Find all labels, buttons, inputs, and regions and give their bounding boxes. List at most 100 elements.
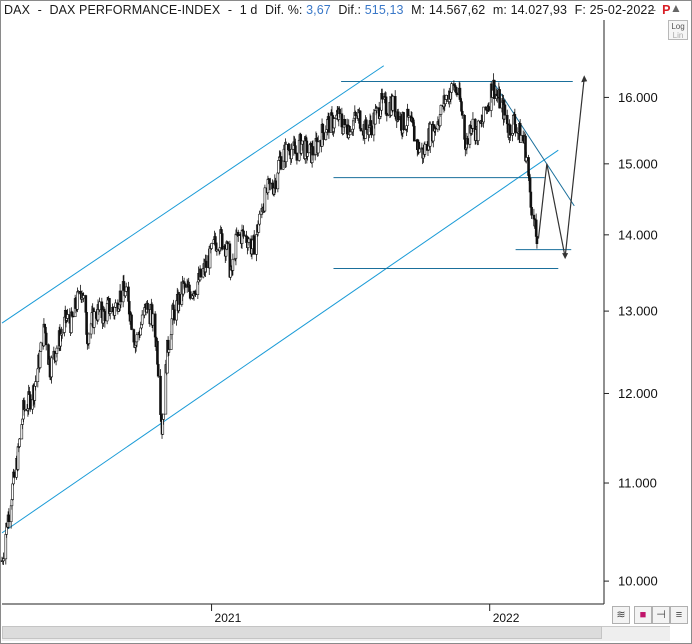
candle-body — [450, 83, 453, 93]
min-value: 14.027,93 — [510, 3, 568, 17]
downtrend-line — [492, 81, 575, 207]
candle-body — [172, 309, 176, 321]
candle-body — [332, 118, 336, 129]
candle-body — [503, 104, 507, 116]
candle-body — [44, 332, 48, 346]
candle-body — [322, 132, 325, 140]
candle-body — [119, 290, 123, 303]
minimize-icon[interactable]: − — [648, 2, 657, 18]
candle-body — [92, 311, 96, 328]
candle-body — [508, 124, 512, 136]
candle-body — [252, 235, 256, 255]
wave-icon[interactable]: ≋ — [612, 606, 630, 624]
candle-body — [98, 301, 101, 311]
candle-body — [127, 301, 131, 315]
log-scale-toggle[interactable]: Log Lin — [668, 20, 688, 40]
candle-body — [226, 241, 229, 245]
candle-body — [396, 111, 400, 121]
candle-body — [124, 286, 128, 292]
candle-body — [370, 125, 373, 136]
candle-body — [354, 111, 357, 117]
menu-icon[interactable]: ≡ — [670, 606, 688, 624]
symbol-label: DAX — [4, 3, 31, 17]
dif-pct-value: 3,67 — [306, 3, 331, 17]
candle-body — [316, 141, 320, 154]
dif-value: 515,13 — [364, 3, 404, 17]
separator: - — [37, 3, 42, 17]
candle-body — [391, 96, 395, 111]
candle-body — [498, 89, 501, 109]
candle-body — [82, 295, 85, 299]
chart-header: DAX - DAX PERFORMANCE-INDEX - 1 d Dif. %… — [4, 3, 671, 19]
candle-body — [375, 107, 379, 109]
candle-body — [487, 106, 491, 111]
candle-body — [127, 286, 130, 302]
candle-body — [236, 231, 240, 236]
candle-body — [327, 116, 331, 133]
candle-body — [194, 293, 197, 295]
pin-icon[interactable]: ⊣ — [652, 606, 670, 624]
candle-body — [60, 332, 64, 335]
candle-body — [130, 314, 133, 330]
y-tick-label: 13.000 — [618, 304, 658, 319]
candle-body — [156, 363, 160, 377]
date-label: F: — [574, 3, 586, 17]
candle-body — [167, 349, 171, 353]
candle-body — [183, 283, 187, 288]
candle-body — [359, 128, 363, 132]
price-flag: P — [662, 3, 671, 17]
candle-body — [4, 534, 8, 560]
y-tick-label: 12.000 — [618, 386, 658, 401]
lin-label: Lin — [672, 31, 684, 40]
candle-body — [146, 302, 149, 310]
candle-body — [460, 110, 464, 116]
candle-body — [103, 311, 107, 322]
y-tick-label: 10.000 — [618, 574, 658, 589]
candle-body — [444, 94, 448, 100]
projection-low-arrowhead — [562, 253, 569, 260]
candle-body — [135, 334, 139, 343]
y-tick-label: 16.000 — [618, 90, 658, 105]
max-value: 14.567,62 — [428, 3, 486, 17]
candle-body — [220, 233, 224, 250]
candle-body — [2, 558, 5, 562]
candle-body — [255, 234, 258, 255]
candle-body — [231, 258, 235, 271]
candle-body — [524, 157, 528, 162]
save-icon[interactable]: ■ — [634, 606, 652, 624]
collapse-arrow-icon[interactable]: ▲ — [670, 1, 682, 15]
candle-body — [471, 118, 475, 129]
candle-body — [151, 313, 155, 326]
y-tick-label: 15.000 — [618, 156, 658, 171]
candle-body — [505, 114, 509, 125]
candle-body — [276, 172, 280, 190]
price-series — [0, 73, 539, 566]
separator: - — [227, 3, 233, 17]
instrument-name: DAX PERFORMANCE-INDEX — [49, 3, 221, 17]
candle-body — [380, 93, 384, 100]
candle-body — [311, 146, 315, 156]
candle-body — [492, 79, 496, 99]
candle-body — [535, 236, 539, 244]
candle-body — [18, 438, 21, 447]
candle-body — [519, 135, 523, 143]
period-label: 1 d — [239, 3, 258, 17]
candle-body — [36, 368, 40, 382]
candle-body — [434, 127, 437, 130]
log-label: Log — [671, 22, 685, 31]
candle-body — [528, 177, 532, 193]
candle-body — [28, 394, 32, 410]
scrollbar-thumb[interactable] — [2, 626, 602, 639]
dif-label: Dif.: — [338, 3, 362, 17]
projection-path — [537, 78, 585, 258]
candle-body — [140, 314, 144, 325]
candle-body — [12, 471, 16, 478]
min-label: m: — [492, 3, 507, 17]
candle-body — [277, 160, 280, 174]
candle-body — [87, 333, 91, 344]
candle-body — [178, 293, 181, 305]
candle-body — [234, 233, 238, 259]
candle-body — [412, 125, 416, 142]
